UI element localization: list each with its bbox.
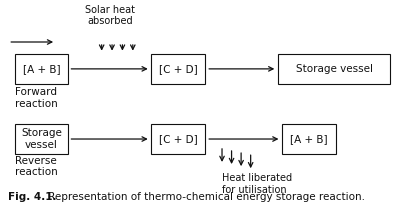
Text: Solar heat
absorbed: Solar heat absorbed <box>85 5 135 26</box>
Text: Fig. 4.1.: Fig. 4.1. <box>8 192 57 202</box>
Text: [A + B]: [A + B] <box>23 64 60 74</box>
Text: Storage vessel: Storage vessel <box>295 64 373 74</box>
Bar <box>151 54 205 84</box>
Text: [C + D]: [C + D] <box>159 134 198 144</box>
Text: Representation of thermo-chemical energy storage reaction.: Representation of thermo-chemical energy… <box>45 192 365 202</box>
Bar <box>15 54 68 84</box>
Bar <box>282 124 336 154</box>
Text: Reverse
reaction: Reverse reaction <box>15 156 57 177</box>
Text: [C + D]: [C + D] <box>159 64 198 74</box>
Text: [A + B]: [A + B] <box>290 134 328 144</box>
Bar <box>278 54 390 84</box>
Bar <box>151 124 205 154</box>
Bar <box>15 124 68 154</box>
Text: Heat liberated
for utilisation: Heat liberated for utilisation <box>222 173 292 195</box>
Text: Forward
reaction: Forward reaction <box>15 87 57 109</box>
Text: Storage
vessel: Storage vessel <box>21 128 62 150</box>
